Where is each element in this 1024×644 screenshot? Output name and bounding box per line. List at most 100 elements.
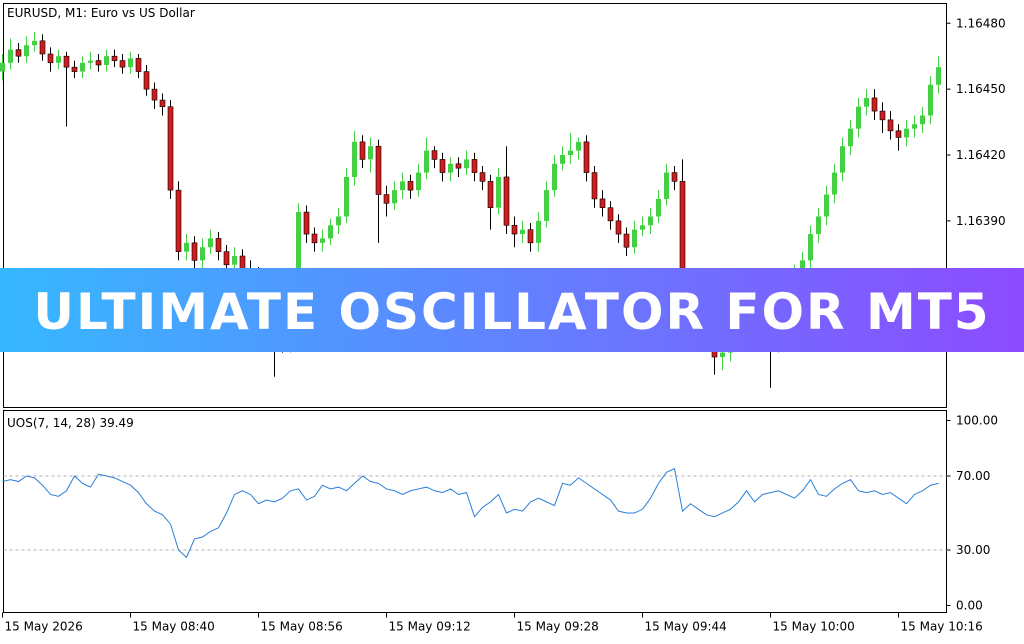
candle-body bbox=[320, 238, 325, 243]
candle-body bbox=[352, 141, 357, 177]
candle-body bbox=[928, 84, 933, 116]
x-tick-label: 15 May 09:12 bbox=[389, 620, 471, 634]
x-tick-label: 15 May 2026 bbox=[5, 620, 83, 634]
x-tick-label: 15 May 09:28 bbox=[517, 620, 599, 634]
candle-body bbox=[39, 40, 46, 55]
candle-body bbox=[615, 220, 622, 235]
candle-body bbox=[871, 97, 878, 112]
candle-body bbox=[56, 56, 61, 63]
candle-body bbox=[431, 150, 438, 160]
candle-body bbox=[368, 146, 373, 160]
banner bbox=[0, 268, 1024, 352]
y-tick-label: 1.16480 bbox=[956, 16, 1006, 30]
candle-body bbox=[895, 130, 902, 138]
y-tick-label: 1.16420 bbox=[956, 148, 1006, 162]
candle-body bbox=[503, 176, 510, 226]
x-tick-label: 15 May 10:16 bbox=[901, 620, 983, 634]
candle-body bbox=[119, 60, 126, 68]
candle-body bbox=[344, 176, 349, 217]
x-tick-label: 15 May 08:56 bbox=[261, 620, 343, 634]
candle-body bbox=[175, 189, 182, 252]
candle-body bbox=[887, 119, 894, 132]
candle-body bbox=[648, 216, 653, 226]
candle-body bbox=[496, 176, 501, 208]
candle-body bbox=[544, 190, 549, 221]
candle-body bbox=[223, 251, 230, 266]
candle-body bbox=[336, 216, 341, 226]
candle-body bbox=[487, 181, 494, 208]
y-tick-label: 1.16450 bbox=[956, 82, 1006, 96]
candle-body bbox=[392, 190, 397, 204]
candle-body bbox=[856, 106, 861, 129]
candle-body bbox=[80, 62, 85, 72]
candle-body bbox=[576, 141, 581, 151]
chart-title: EURUSD, M1: Euro vs US Dollar bbox=[7, 6, 195, 20]
candle-body bbox=[591, 172, 598, 200]
candle-body bbox=[151, 88, 158, 101]
candle-body bbox=[167, 106, 174, 191]
candle-body bbox=[904, 128, 909, 138]
candle-body bbox=[448, 163, 453, 173]
candle-body bbox=[464, 159, 469, 169]
candle-body bbox=[0, 62, 5, 72]
candle-body bbox=[816, 216, 821, 235]
candle-body bbox=[135, 58, 142, 72]
candle-body bbox=[656, 198, 661, 217]
y-tick-label: 0.00 bbox=[956, 598, 983, 612]
candle-body bbox=[679, 181, 686, 283]
candle-body bbox=[479, 172, 486, 182]
candle-body bbox=[623, 233, 630, 248]
candle-body bbox=[552, 163, 557, 191]
candle-body bbox=[568, 150, 573, 155]
candle-body bbox=[632, 229, 637, 248]
candle-body bbox=[407, 181, 414, 191]
y-tick-label: 70.00 bbox=[956, 469, 990, 483]
candle-body bbox=[71, 66, 78, 72]
candle-body bbox=[375, 145, 382, 195]
oscillator-line bbox=[2, 467, 939, 559]
candle-body bbox=[232, 256, 237, 265]
candle-body bbox=[824, 194, 829, 217]
candle-body bbox=[511, 224, 518, 235]
candle-body bbox=[200, 247, 205, 261]
x-tick-label: 15 May 10:00 bbox=[773, 620, 855, 634]
candle-body bbox=[527, 229, 534, 244]
candle-body bbox=[184, 242, 189, 252]
candle-body bbox=[536, 220, 541, 243]
candle-body bbox=[583, 141, 590, 173]
candle-body bbox=[936, 67, 941, 85]
candle-body bbox=[15, 49, 22, 57]
candle-body bbox=[664, 172, 669, 199]
y-tick-label: 100.00 bbox=[956, 413, 998, 427]
y-tick-label: 30.00 bbox=[956, 543, 990, 557]
candle-body bbox=[208, 238, 213, 248]
candle-body bbox=[296, 212, 301, 320]
candle-body bbox=[111, 55, 118, 61]
candle-body bbox=[832, 172, 837, 195]
candle-body bbox=[455, 163, 462, 169]
candle-body bbox=[640, 225, 645, 230]
candle-body bbox=[800, 260, 805, 274]
candle-body bbox=[840, 146, 845, 173]
candle-body bbox=[215, 238, 222, 252]
candle-body bbox=[671, 172, 678, 182]
candle-body bbox=[88, 60, 93, 63]
candle-body bbox=[328, 225, 333, 239]
candle-body bbox=[400, 181, 405, 191]
candle-body bbox=[191, 242, 198, 261]
candle-body bbox=[32, 40, 37, 46]
candle-body bbox=[303, 211, 310, 235]
x-tick-label: 15 May 08:40 bbox=[133, 620, 215, 634]
candle-body bbox=[47, 53, 54, 64]
candle-body bbox=[439, 159, 446, 173]
candle-body bbox=[879, 110, 886, 121]
candle-body bbox=[359, 141, 366, 160]
x-tick-label: 15 May 09:44 bbox=[645, 620, 727, 634]
candle-body bbox=[560, 155, 565, 164]
candle-body bbox=[920, 115, 925, 125]
candle-body bbox=[311, 233, 318, 244]
candle-body bbox=[8, 49, 13, 63]
candle-body bbox=[416, 172, 421, 191]
candle-body bbox=[383, 194, 390, 204]
